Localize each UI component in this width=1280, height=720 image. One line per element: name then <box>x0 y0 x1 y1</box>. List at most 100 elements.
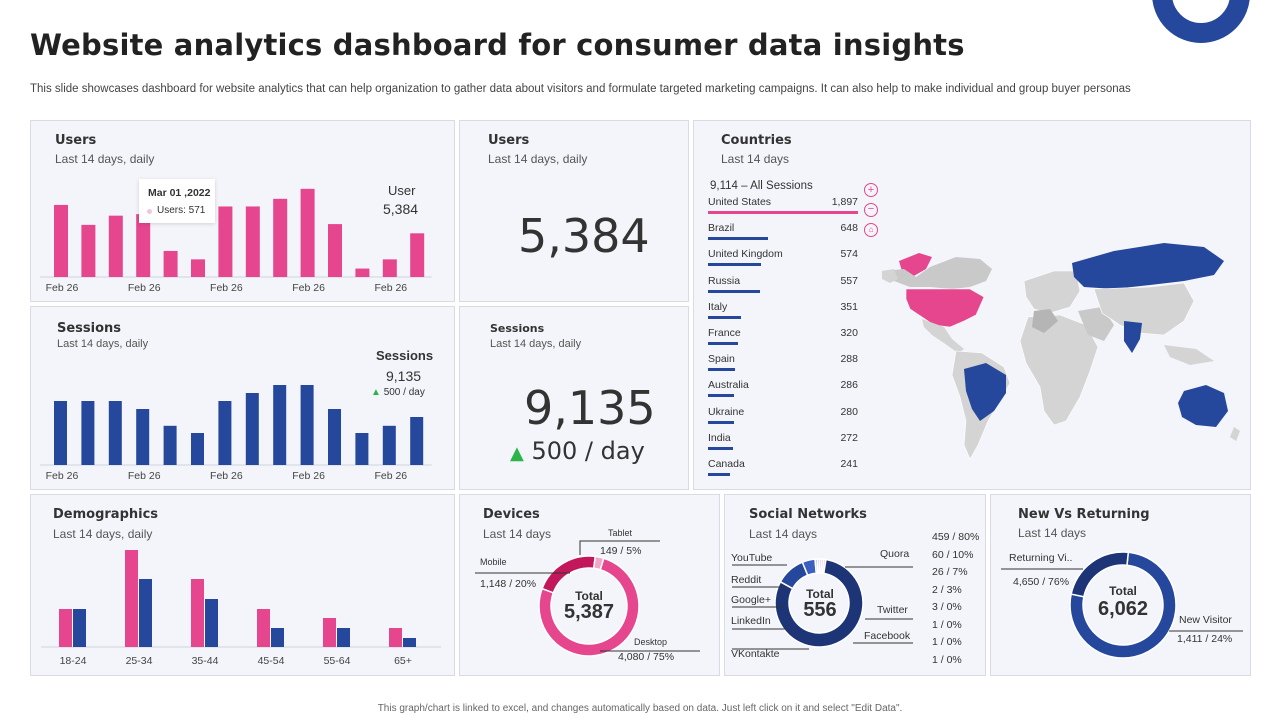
demographics-subtitle: Last 14 days, daily <box>53 527 153 541</box>
devices-total-label: Total <box>575 589 603 603</box>
demo-bar-male[interactable] <box>73 609 86 647</box>
users-bar[interactable] <box>218 206 233 277</box>
social-slice-youtube[interactable] <box>821 558 827 575</box>
users-bar[interactable] <box>81 224 96 277</box>
country-row[interactable]: United Kingdom 574 <box>708 248 858 274</box>
demo-bar-female[interactable] <box>389 628 402 647</box>
kpi-delta-up-icon: ▲ <box>510 443 524 464</box>
sessions-x-label: Feb 26 <box>210 470 243 482</box>
demo-bar-female[interactable] <box>257 609 270 647</box>
social-slice-quora[interactable] <box>774 558 864 648</box>
demo-bar-female[interactable] <box>59 609 72 647</box>
sessions-bar[interactable] <box>382 425 396 465</box>
social-title: Social Networks <box>749 507 867 522</box>
country-row[interactable]: United States 1,897 <box>708 196 858 222</box>
country-row[interactable]: Italy 351 <box>708 301 858 327</box>
countries-total-label: 9,114 – All Sessions <box>710 180 813 192</box>
country-row[interactable]: France 320 <box>708 327 858 353</box>
social-value: 1 / 0% <box>932 618 962 631</box>
users-bar[interactable] <box>54 204 68 277</box>
users-bar[interactable] <box>163 250 178 277</box>
users-bar[interactable] <box>191 259 205 277</box>
country-bar <box>708 342 738 345</box>
demo-bar-male[interactable] <box>271 628 284 647</box>
demo-x-label: 25-34 <box>126 655 153 667</box>
country-bar <box>708 394 735 398</box>
map-greenland <box>899 253 932 277</box>
users-x-label: Feb 26 <box>128 282 161 294</box>
country-value: 1,897 <box>831 196 858 208</box>
sessions-bar-chart: Feb 26 Feb 26 Feb 26 Feb 26 Feb 26 <box>40 385 432 482</box>
nvr-new-value: 1,411 / 24% <box>1177 633 1233 645</box>
users-bar[interactable] <box>245 206 260 277</box>
map-india <box>1124 321 1142 353</box>
country-row[interactable]: Canada 241 <box>708 458 858 484</box>
country-name: Spain <box>708 353 735 366</box>
nvr-slice-returning-visitor[interactable] <box>1069 551 1177 659</box>
country-row[interactable]: Brazil 648 <box>708 222 858 248</box>
page-subtitle: This slide showcases dashboard for websi… <box>30 83 1131 95</box>
map-brazil <box>964 363 1006 421</box>
users-bar[interactable] <box>328 224 342 277</box>
sessions-kpi-title: Sessions <box>490 322 545 335</box>
country-row[interactable]: Ukraine 280 <box>708 406 858 432</box>
sessions-bar[interactable] <box>108 401 122 465</box>
zoom-in-icon[interactable]: + <box>864 183 878 197</box>
country-row[interactable]: Spain 288 <box>708 353 858 379</box>
demo-x-label: 55-64 <box>324 655 351 667</box>
social-label-quora: Quora <box>880 548 910 560</box>
sessions-bar[interactable] <box>163 425 177 465</box>
sessions-bar[interactable] <box>355 433 369 465</box>
sessions-bar[interactable] <box>136 409 150 465</box>
social-value: 3 / 0% <box>932 601 962 613</box>
demographics-title: Demographics <box>53 507 159 522</box>
sessions-bar[interactable] <box>328 409 341 465</box>
users-bar[interactable] <box>108 215 123 277</box>
sessions-bar[interactable] <box>54 401 67 465</box>
sessions-bar[interactable] <box>81 401 95 465</box>
demo-bar-female[interactable] <box>125 550 138 647</box>
country-row[interactable]: Russia 557 <box>708 275 858 301</box>
sessions-bar[interactable] <box>218 401 232 465</box>
demo-bar-male[interactable] <box>205 599 218 647</box>
sessions-bar[interactable] <box>273 385 287 465</box>
social-value: 60 / 10% <box>932 548 974 561</box>
social-label-vkontakte: VKontakte <box>731 648 780 660</box>
sessions-bar[interactable] <box>300 385 314 465</box>
social-value: 2 / 3% <box>932 583 962 596</box>
nvr-slice-new-visitor[interactable] <box>1070 551 1130 598</box>
devices-tablet-value: 149 / 5% <box>600 545 642 557</box>
devices-slice-tablet[interactable] <box>592 555 605 571</box>
demo-bar-female[interactable] <box>191 579 204 647</box>
tablet-leader-line <box>579 540 660 555</box>
home-icon[interactable]: ⌂ <box>864 223 878 237</box>
demographics-panel: Demographics Last 14 days, daily 18-24 25… <box>30 494 455 676</box>
nvr-total-value: 6,062 <box>1097 598 1149 620</box>
devices-tablet-label: Tablet <box>608 528 633 538</box>
delta-up-icon: ▲ <box>371 387 381 398</box>
sessions-x-label: Feb 26 <box>46 470 79 482</box>
users-bar[interactable] <box>273 198 288 277</box>
nvr-total-label: Total <box>1109 584 1137 598</box>
demo-x-label: 45-54 <box>258 655 285 667</box>
demo-bar-male[interactable] <box>337 628 350 647</box>
demo-bar-female[interactable] <box>323 618 336 647</box>
zoom-out-icon[interactable]: − <box>864 203 878 217</box>
social-value: 459 / 80% <box>932 531 980 543</box>
sessions-bar[interactable] <box>191 433 204 465</box>
users-bar[interactable] <box>382 259 397 277</box>
country-row[interactable]: Australia 286 <box>708 379 858 405</box>
users-bar[interactable] <box>136 214 151 277</box>
users-bar[interactable] <box>300 188 315 277</box>
demo-bar-male[interactable] <box>403 638 416 647</box>
devices-slice-desktop[interactable] <box>538 557 640 657</box>
country-name: Brazil <box>708 222 735 235</box>
demo-bar-male[interactable] <box>139 579 152 647</box>
sessions-bar[interactable] <box>245 393 259 465</box>
devices-slice-mobile[interactable] <box>541 555 597 594</box>
users-bar[interactable] <box>355 268 370 277</box>
users-bar[interactable] <box>410 233 425 277</box>
country-row[interactable]: India 272 <box>708 432 858 458</box>
users-kpi-panel: Users Last 14 days, daily 5,384 <box>459 120 689 302</box>
sessions-bar[interactable] <box>410 417 424 465</box>
